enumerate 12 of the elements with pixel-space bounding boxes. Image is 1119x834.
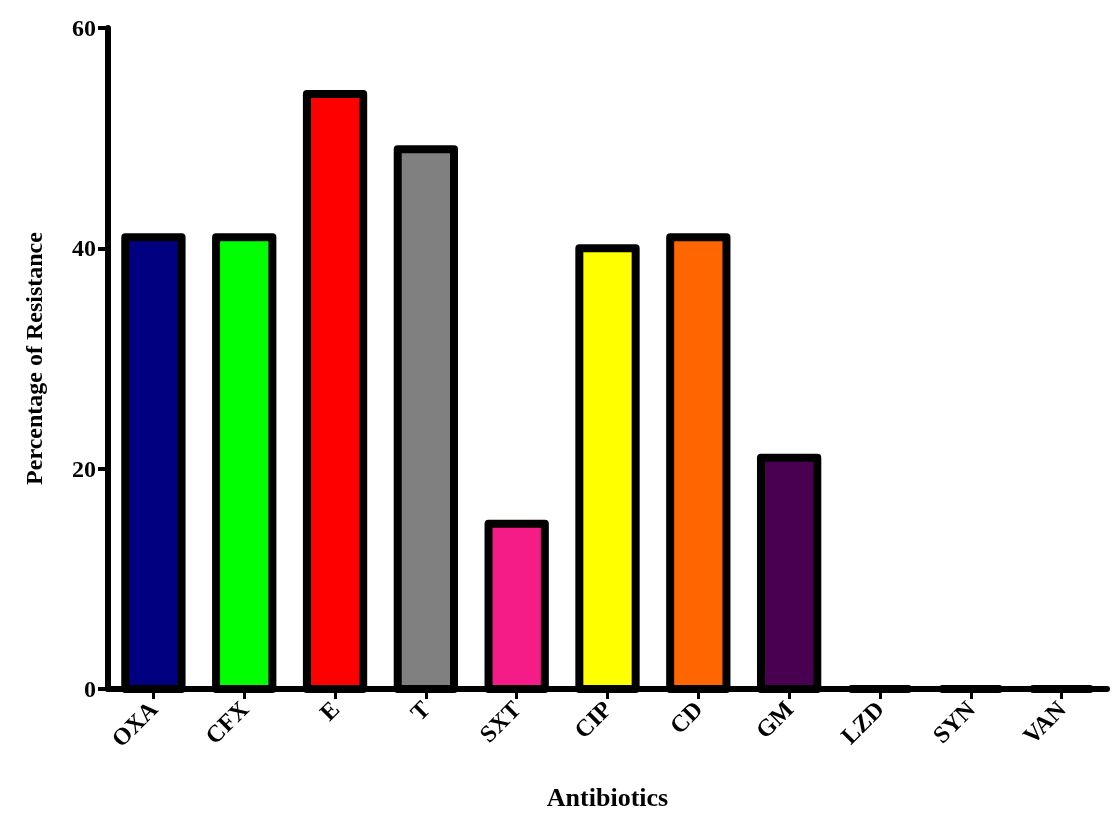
y-tick-label: 60 [72,15,96,41]
y-tick-label: 40 [72,235,96,262]
x-axis-title: Antibiotics [546,782,669,812]
y-axis-title: Percentage of Resistance [21,231,47,485]
x-tick-label: T [405,695,436,726]
y-tick-label: 0 [84,676,96,702]
x-tick-label: VAN [1017,695,1071,749]
x-tick-label: GM [750,695,799,744]
x-tick-label: E [314,695,345,726]
y-tick-label: 20 [72,455,96,482]
x-tick-label: CD [664,695,708,739]
x-tick-label: CIP [569,695,617,744]
